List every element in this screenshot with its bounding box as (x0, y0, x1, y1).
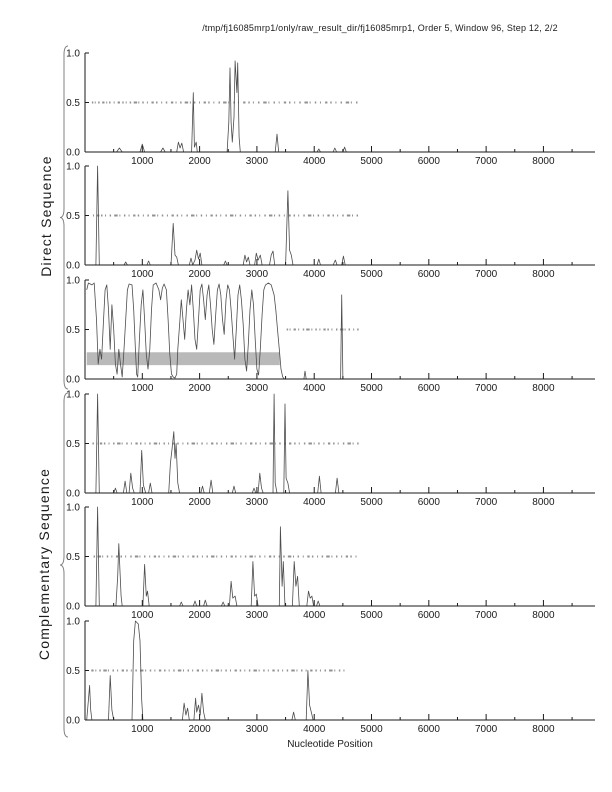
svg-text:7000: 7000 (475, 610, 498, 621)
svg-text:1.0: 1.0 (66, 503, 80, 514)
svg-text:0.0: 0.0 (66, 261, 80, 272)
svg-text:7000: 7000 (475, 497, 498, 508)
svg-text:0.5: 0.5 (66, 98, 80, 109)
svg-text:1000: 1000 (131, 269, 154, 280)
svg-text:5000: 5000 (360, 497, 383, 508)
svg-text:5000: 5000 (360, 724, 383, 735)
svg-text:2000: 2000 (188, 497, 211, 508)
svg-text:4000: 4000 (303, 383, 326, 394)
svg-text:0.5: 0.5 (66, 439, 80, 450)
svg-text:6000: 6000 (418, 610, 441, 621)
svg-text:2000: 2000 (188, 383, 211, 394)
svg-text:6000: 6000 (418, 383, 441, 394)
svg-text:0.5: 0.5 (66, 325, 80, 336)
svg-text:1.0: 1.0 (66, 276, 80, 287)
svg-text:5000: 5000 (360, 383, 383, 394)
svg-text:2000: 2000 (188, 610, 211, 621)
svg-text:0.5: 0.5 (66, 211, 80, 222)
svg-text:8000: 8000 (532, 497, 555, 508)
svg-text:1.0: 1.0 (66, 390, 80, 401)
svg-text:1000: 1000 (131, 156, 154, 167)
svg-text:1.0: 1.0 (66, 49, 80, 60)
svg-text:8000: 8000 (532, 610, 555, 621)
svg-text:0.0: 0.0 (66, 148, 80, 159)
svg-text:7000: 7000 (475, 383, 498, 394)
svg-text:6000: 6000 (418, 724, 441, 735)
svg-text:3000: 3000 (246, 497, 269, 508)
svg-text:1.0: 1.0 (66, 162, 80, 173)
svg-text:6000: 6000 (418, 497, 441, 508)
svg-text:2000: 2000 (188, 156, 211, 167)
svg-text:2000: 2000 (188, 724, 211, 735)
svg-text:0.0: 0.0 (66, 489, 80, 500)
svg-text:3000: 3000 (246, 610, 269, 621)
svg-text:1000: 1000 (131, 610, 154, 621)
svg-text:1000: 1000 (131, 497, 154, 508)
svg-text:1.0: 1.0 (66, 617, 80, 628)
svg-text:5000: 5000 (360, 156, 383, 167)
svg-text:0.0: 0.0 (66, 375, 80, 386)
svg-text:4000: 4000 (303, 269, 326, 280)
svg-text:4000: 4000 (303, 610, 326, 621)
svg-text:1000: 1000 (131, 383, 154, 394)
svg-text:6000: 6000 (418, 269, 441, 280)
svg-text:3000: 3000 (246, 156, 269, 167)
panel-complementary-frame-2: 0.0 0.5 1.0 1000 2000 3000 4000 5000 6000 7000 800… (66, 503, 595, 621)
brace-complementary-sequence (59, 392, 69, 738)
svg-text:3000: 3000 (246, 383, 269, 394)
svg-text:1000: 1000 (131, 724, 154, 735)
svg-text:8000: 8000 (532, 156, 555, 167)
svg-text:5000: 5000 (360, 269, 383, 280)
svg-text:5000: 5000 (360, 610, 383, 621)
svg-text:8000: 8000 (532, 269, 555, 280)
svg-text:7000: 7000 (475, 156, 498, 167)
svg-text:4000: 4000 (303, 156, 326, 167)
svg-text:7000: 7000 (475, 269, 498, 280)
panel-direct-frame-2: 0.0 0.5 1.0 1000 2000 3000 4000 5000 6000 7000 800… (66, 162, 595, 280)
panel-direct-frame-3: 0.0 0.5 1.0 1000 2000 3000 4000 5000 6000 7000 800… (66, 276, 595, 394)
x-axis-title: Nucleotide Position (287, 739, 373, 750)
svg-text:7000: 7000 (475, 724, 498, 735)
svg-text:0.0: 0.0 (66, 716, 80, 727)
svg-text:4000: 4000 (303, 497, 326, 508)
svg-text:3000: 3000 (246, 269, 269, 280)
chart-title: /tmp/fj16085mrp1/only/raw_result_dir/fj1… (202, 23, 558, 33)
brace-direct-sequence (59, 45, 69, 390)
panel-complementary-frame-1: 0.0 0.5 1.0 1000 2000 3000 4000 5000 6000 7000 800… (66, 390, 595, 508)
svg-text:4000: 4000 (303, 724, 326, 735)
svg-text:6000: 6000 (418, 156, 441, 167)
svg-text:8000: 8000 (532, 383, 555, 394)
svg-text:2000: 2000 (188, 269, 211, 280)
svg-text:3000: 3000 (246, 724, 269, 735)
svg-text:0.5: 0.5 (66, 552, 80, 563)
svg-text:8000: 8000 (532, 724, 555, 735)
svg-text:0.0: 0.0 (66, 602, 80, 613)
svg-text:0.5: 0.5 (66, 666, 80, 677)
panel-complementary-frame-3: 0.0 0.5 1.0 1000 2000 3000 4000 5000 6000 7000 800… (66, 617, 595, 735)
panel-direct-frame-1: 0.0 0.5 1.0 1000 2000 3000 4000 5000 6000 7000 800… (66, 49, 595, 167)
